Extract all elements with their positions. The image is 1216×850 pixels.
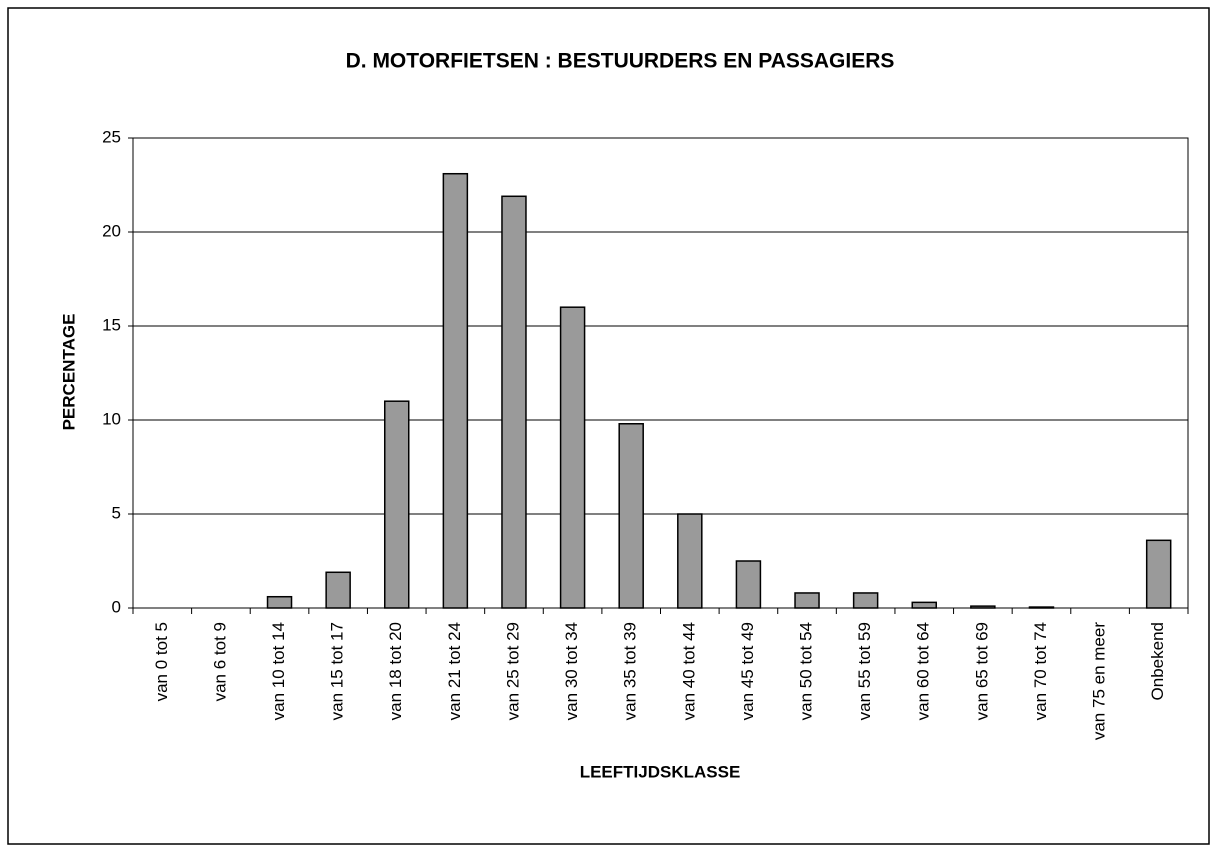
bar bbox=[618, 423, 644, 609]
bar bbox=[384, 400, 410, 609]
plot-area bbox=[132, 137, 1189, 609]
bar bbox=[677, 513, 703, 609]
x-tick-label: van 25 tot 29 bbox=[503, 622, 522, 720]
y-axis-title: PERCENTAGE bbox=[59, 314, 78, 431]
bar bbox=[911, 601, 937, 609]
x-tick-label: van 0 tot 5 bbox=[152, 622, 171, 701]
bar bbox=[970, 605, 996, 609]
x-tick-label: van 60 tot 64 bbox=[914, 622, 933, 720]
bar bbox=[559, 306, 586, 609]
y-tick-label: 10 bbox=[102, 409, 121, 428]
bar bbox=[1028, 606, 1055, 609]
y-tick-label: 5 bbox=[112, 503, 121, 522]
y-tick-label: 0 bbox=[112, 597, 121, 616]
x-tick-label: van 18 tot 20 bbox=[386, 622, 405, 720]
x-tick-label: van 40 tot 44 bbox=[679, 622, 698, 720]
bar bbox=[794, 592, 820, 609]
x-tick-label: van 15 tot 17 bbox=[328, 622, 347, 720]
y-tick-label: 25 bbox=[102, 127, 121, 146]
bar bbox=[442, 172, 469, 609]
x-tick-label: van 30 tot 34 bbox=[562, 622, 581, 720]
x-tick-label: Onbekend bbox=[1148, 622, 1167, 700]
x-tick-label: van 21 tot 24 bbox=[445, 622, 464, 720]
x-tick-label: van 70 tot 74 bbox=[1031, 622, 1050, 720]
bar bbox=[852, 592, 879, 609]
x-tick-label: van 35 tot 39 bbox=[621, 622, 640, 720]
y-tick-label: 15 bbox=[102, 315, 121, 334]
bar bbox=[266, 595, 293, 609]
x-tick-label: van 65 tot 69 bbox=[972, 622, 991, 720]
chart-border bbox=[7, 7, 1210, 845]
bar bbox=[1145, 539, 1172, 609]
x-tick-label: van 45 tot 49 bbox=[738, 622, 757, 720]
bar bbox=[501, 195, 527, 609]
chart-title: D. MOTORFIETSEN : BESTUURDERS EN PASSAGI… bbox=[346, 50, 895, 73]
x-tick-label: van 6 tot 9 bbox=[210, 622, 229, 701]
bar bbox=[325, 571, 351, 609]
bar bbox=[735, 560, 762, 609]
x-tick-label: van 10 tot 14 bbox=[269, 622, 288, 720]
x-tick-label: van 50 tot 54 bbox=[797, 622, 816, 720]
y-tick-label: 20 bbox=[102, 221, 121, 240]
x-axis-title: LEEFTIJDSKLASSE bbox=[580, 762, 741, 781]
x-tick-label: van 55 tot 59 bbox=[855, 622, 874, 720]
x-tick-label: van 75 en meer bbox=[1090, 622, 1109, 740]
